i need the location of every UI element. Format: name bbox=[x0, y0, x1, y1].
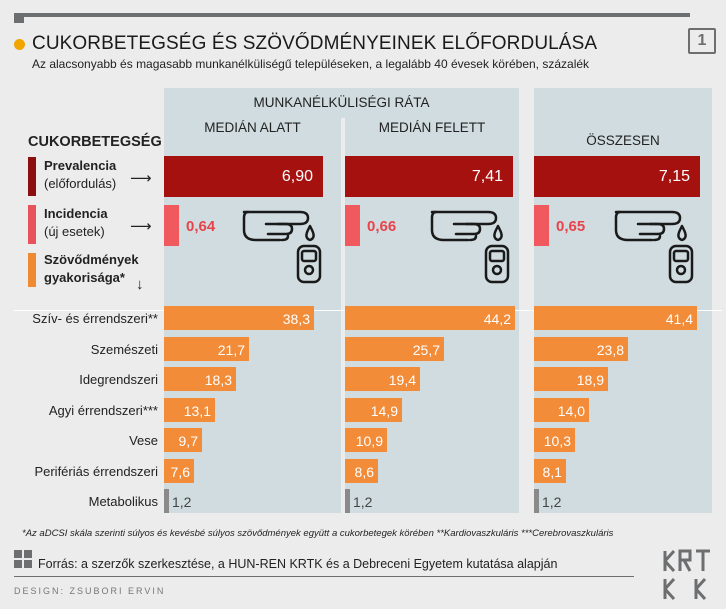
complication-row-label: Idegrendszeri bbox=[79, 372, 158, 387]
bar-complication bbox=[164, 428, 202, 452]
column-header-total: ÖSSZESEN bbox=[586, 133, 660, 148]
top-rule bbox=[14, 13, 690, 17]
data-label-complication: 18,9 bbox=[576, 372, 604, 388]
bar-complication bbox=[164, 459, 194, 483]
bar-complication bbox=[345, 367, 420, 391]
data-label-complication: 14,9 bbox=[370, 403, 398, 419]
data-label-complication: 19,4 bbox=[388, 372, 416, 388]
row-sublabel-incidence: (új esetek) bbox=[44, 224, 105, 239]
bar-complication bbox=[345, 337, 444, 361]
arrow-right-icon: ⟶ bbox=[130, 218, 152, 235]
data-label-complication: 21,7 bbox=[217, 342, 245, 358]
data-label-complication: 41,4 bbox=[665, 311, 693, 327]
glucometer-icon bbox=[242, 210, 322, 284]
panel-divider bbox=[341, 118, 345, 513]
complication-row-label: Agyi érrendszeri*** bbox=[48, 403, 158, 418]
data-label-complication: 38,3 bbox=[282, 311, 310, 327]
bar-incidence bbox=[345, 205, 360, 246]
column-header-above: MEDIÁN FELETT bbox=[378, 120, 486, 135]
data-label-complication: 8,6 bbox=[354, 464, 374, 480]
data-label-complication: 44,2 bbox=[483, 311, 511, 327]
data-label-incidence: 0,66 bbox=[367, 218, 397, 235]
footnote: *Az aDCSI skála szerinti súlyos és kevés… bbox=[22, 528, 614, 539]
bar-complication bbox=[345, 428, 387, 452]
bar-complication bbox=[534, 337, 628, 361]
data-label-complication: 18,3 bbox=[204, 372, 232, 388]
design-credit: DESIGN: ZSUBORI ERVIN bbox=[14, 586, 166, 596]
grid-squares-icon bbox=[14, 550, 32, 568]
top-rule-corner bbox=[14, 13, 24, 23]
bar-complication bbox=[164, 337, 249, 361]
data-label-complication: 1,2 bbox=[353, 494, 373, 510]
page-subtitle: Az alacsonyabb és magasabb munkanélkülis… bbox=[32, 57, 590, 71]
bar-incidence bbox=[534, 205, 549, 246]
data-label-complication: 14,0 bbox=[557, 403, 585, 419]
complications-label-line1: Szövődmények bbox=[44, 252, 139, 267]
data-label-complication: 7,6 bbox=[170, 464, 190, 480]
arrow-down-icon: ↓ bbox=[136, 276, 144, 293]
bar-prevalence bbox=[534, 156, 700, 197]
data-label-complication: 1,2 bbox=[542, 494, 562, 510]
krtk-logo bbox=[663, 549, 710, 601]
page-title: CUKORBETEGSÉG ÉS SZÖVŐDMÉNYEINEK ELŐFORD… bbox=[32, 33, 598, 54]
row-label-incidence: Incidencia bbox=[44, 206, 108, 221]
bar-complication bbox=[164, 306, 314, 330]
legend-marker-incidence bbox=[28, 205, 36, 244]
column-header-below: MEDIÁN ALATT bbox=[204, 120, 301, 135]
bar-complication bbox=[345, 306, 515, 330]
data-label-complication: 1,2 bbox=[172, 494, 192, 510]
source-rule bbox=[14, 576, 634, 577]
section-label-diabetes: CUKORBETEGSÉG bbox=[28, 134, 162, 150]
glucometer-icon bbox=[614, 210, 694, 284]
glucometer-icon bbox=[430, 210, 510, 284]
legend-marker-prevalence bbox=[28, 157, 36, 196]
data-label-prevalence: 6,90 bbox=[281, 168, 313, 185]
data-label-incidence: 0,64 bbox=[186, 218, 216, 235]
bar-complication bbox=[534, 459, 566, 483]
complication-row-label: Szív- és érrendszeri** bbox=[32, 311, 158, 326]
bar-complication bbox=[534, 398, 589, 422]
complication-row-label: Szemészeti bbox=[90, 342, 158, 357]
bar-complication bbox=[345, 459, 378, 483]
data-label-complication: 10,3 bbox=[543, 433, 571, 449]
data-label-prevalence: 7,15 bbox=[658, 168, 690, 185]
bar-complication bbox=[534, 306, 697, 330]
legend-marker-complications bbox=[28, 253, 36, 287]
bar-prevalence bbox=[345, 156, 513, 197]
data-label-complication: 25,7 bbox=[412, 342, 440, 358]
page-number-badge: 1 bbox=[688, 28, 716, 54]
data-label-complication: 23,8 bbox=[596, 342, 624, 358]
data-label-prevalence: 7,41 bbox=[471, 168, 503, 185]
row-label-prevalence: Prevalencia bbox=[44, 158, 117, 173]
source-text: Forrás: a szerzők szerkesztése, a HUN-RE… bbox=[38, 557, 558, 571]
arrow-right-icon: ⟶ bbox=[130, 170, 152, 187]
bar-complication bbox=[164, 367, 236, 391]
complication-row-label: Metabolikus bbox=[88, 494, 158, 509]
bar-complication bbox=[534, 367, 608, 391]
bar-complication bbox=[534, 428, 575, 452]
bar-incidence bbox=[164, 205, 179, 246]
bar-complication bbox=[164, 398, 215, 422]
data-label-complication: 8,1 bbox=[542, 464, 562, 480]
group-title: MUNKANÉLKÜLISÉGI RÁTA bbox=[253, 95, 430, 110]
data-label-complication: 10,9 bbox=[355, 433, 383, 449]
bar-complication bbox=[345, 489, 350, 513]
complications-label-line2: gyakorisága* bbox=[44, 270, 125, 285]
row-sublabel-prevalence: (előfordulás) bbox=[44, 176, 117, 191]
bar-complication bbox=[345, 398, 402, 422]
data-label-incidence: 0,65 bbox=[556, 218, 586, 235]
data-label-complication: 13,1 bbox=[183, 403, 211, 419]
complication-row-label: Vese bbox=[129, 433, 158, 448]
bar-complication bbox=[534, 489, 539, 513]
title-bullet-icon bbox=[14, 39, 25, 50]
bar-complication bbox=[164, 489, 169, 513]
complication-row-label: Perifériás érrendszeri bbox=[34, 464, 158, 479]
data-label-complication: 9,7 bbox=[178, 433, 198, 449]
bar-prevalence bbox=[164, 156, 323, 197]
